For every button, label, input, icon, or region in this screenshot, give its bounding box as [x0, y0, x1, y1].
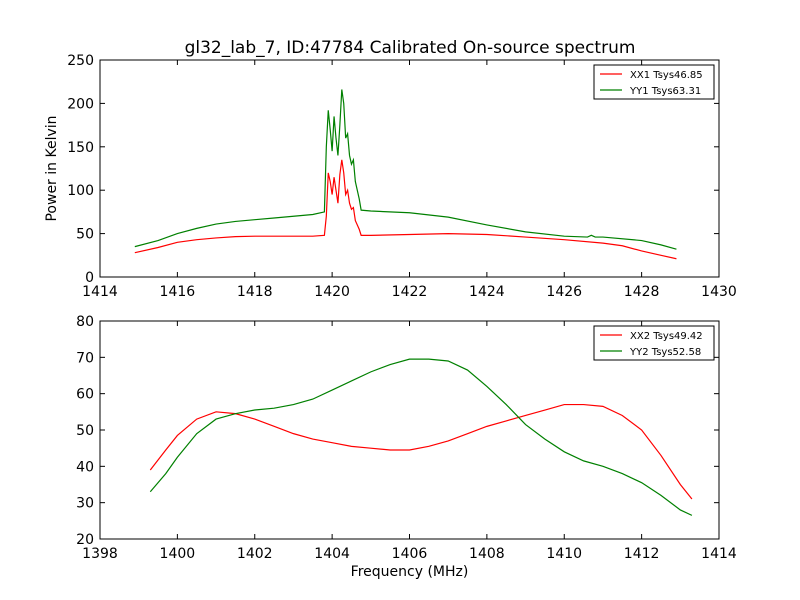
y-tick-label: 0 — [85, 270, 94, 286]
x-tick-label: 1406 — [392, 546, 428, 562]
x-tick-label: 1404 — [314, 546, 350, 562]
bottom-plot: 1398 1400 1402 1404 1406 1408 1410 1412 1414 20 30… — [76, 314, 737, 580]
x-tick-label: 1426 — [546, 284, 582, 300]
series-line-1 — [134, 159, 677, 260]
y-tick-label: 40 — [76, 459, 94, 475]
x-tick-label: 1428 — [624, 284, 660, 300]
y-tick-label: 80 — [76, 314, 94, 330]
x-tick-label: 1424 — [469, 284, 505, 300]
legend: XX2 Tsys49.42 YY2 Tsys52.58 — [593, 325, 715, 361]
x-tick-label: 1398 — [82, 546, 118, 562]
x-axis-label: Frequency (MHz) — [351, 564, 469, 580]
x-tick-label: 1414 — [701, 546, 737, 562]
y-tick-label: 250 — [67, 53, 94, 69]
x-tick-label: 1418 — [237, 284, 273, 300]
x-tick-label: 1414 — [82, 284, 118, 300]
x-tick-label: 1410 — [546, 546, 582, 562]
series-line-2 — [149, 358, 693, 516]
x-tick-label: 1402 — [237, 546, 273, 562]
y-tick-label: 200 — [67, 96, 94, 112]
x-tick-label: 1422 — [392, 284, 428, 300]
y-tick-label: 50 — [76, 227, 94, 243]
series-line-1 — [149, 403, 693, 500]
x-tick-label: 1416 — [160, 284, 196, 300]
y-tick-label: 150 — [67, 140, 94, 156]
legend-label: YY2 Tsys52.58 — [629, 347, 701, 358]
y-axis-label: Power in Kelvin — [44, 115, 60, 221]
legend: XX1 Tsys46.85 YY1 Tsys63.31 — [593, 64, 715, 100]
series-line-2 — [134, 89, 677, 250]
x-tick-label: 1420 — [314, 284, 350, 300]
y-tick-label: 50 — [76, 423, 94, 439]
y-tick-label: 100 — [67, 183, 94, 199]
legend-box — [593, 325, 715, 361]
top-plot: 1414 1416 1418 1420 1422 1424 1426 1428 1430 0 50 1… — [44, 53, 737, 300]
x-tick-label: 1430 — [701, 284, 737, 300]
y-tick-label: 20 — [76, 532, 94, 548]
legend-box — [593, 64, 715, 100]
y-tick-label: 30 — [76, 496, 94, 512]
legend-label: YY1 Tsys63.31 — [629, 86, 701, 97]
x-tick-label: 1412 — [624, 546, 660, 562]
legend-label: XX1 Tsys46.85 — [630, 70, 703, 81]
chart-title: gl32_lab_7, ID:47784 Calibrated On-sourc… — [185, 38, 636, 58]
legend-label: XX2 Tsys49.42 — [630, 331, 703, 342]
x-tick-label: 1400 — [160, 546, 196, 562]
x-tick-label: 1408 — [469, 546, 505, 562]
y-tick-label: 70 — [76, 350, 94, 366]
y-tick-label: 60 — [76, 387, 94, 403]
